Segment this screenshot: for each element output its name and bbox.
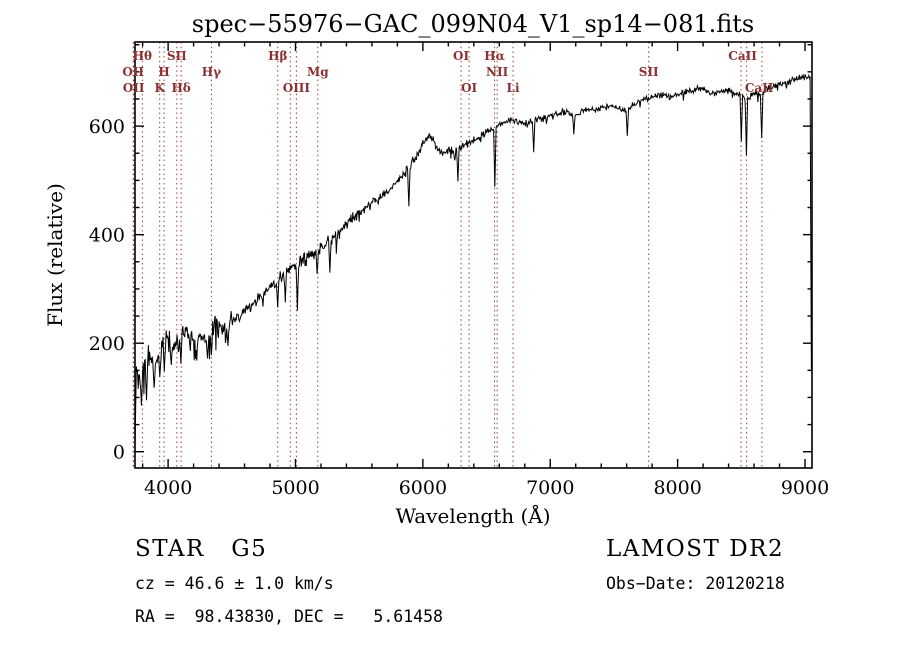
y-tick-label: 600 — [89, 116, 125, 138]
plot-layer: 4000 5000 6000 7000 8000 9000 0 200 400 600 Hθ SII H… — [89, 41, 829, 499]
spectral-line-label: NII — [486, 65, 509, 79]
chart-title: spec−55976−GAC_099N04_V1_sp14−081.fits — [192, 10, 754, 38]
x-tick-label: 9000 — [781, 477, 829, 499]
y-tick-label: 400 — [89, 225, 125, 247]
spectral-line-label: SII — [639, 65, 659, 79]
spectrum-line — [134, 73, 813, 451]
y-tick-label: 0 — [113, 442, 125, 464]
spectral-line-label: Hδ — [171, 81, 190, 95]
x-tick-label: 7000 — [526, 477, 574, 499]
footer-class-label: STAR G5 — [135, 536, 267, 562]
spectral-line-label: OII — [123, 81, 145, 95]
spectral-line-label: Mg — [307, 65, 329, 79]
spectral-line-label: H — [158, 65, 169, 79]
spectral-line-label: OII — [122, 65, 144, 79]
spectral-line-label: K — [154, 81, 165, 95]
spectral-line-label: Hγ — [202, 65, 221, 79]
spectral-line-label: Hβ — [268, 49, 287, 63]
plot-frame — [134, 41, 813, 469]
spectral-line-label: Li — [507, 81, 520, 95]
footer-coordinates: RA = 98.43830, DEC = 5.61458 — [135, 607, 443, 626]
spectral-line-label: SII — [167, 49, 187, 63]
spectral-line-label: OIII — [283, 81, 311, 95]
footer-obs-date: Obs−Date: 20120218 — [606, 574, 785, 593]
x-tick-label: 8000 — [653, 477, 701, 499]
x-tick-label: 5000 — [271, 477, 319, 499]
spectral-line-label: Hθ — [133, 49, 152, 63]
footer-cz-value: cz = 46.6 ± 1.0 km/s — [135, 574, 334, 593]
spectral-line-label: OI — [453, 49, 469, 63]
spectral-line-label: CaII — [728, 49, 757, 63]
x-tick-label: 4000 — [144, 477, 192, 499]
spectral-line-label: CaII — [745, 81, 774, 95]
y-tick-label: 200 — [89, 333, 125, 355]
x-tick-label: 6000 — [399, 477, 447, 499]
y-axis-label: Flux (relative) — [43, 183, 67, 327]
footer-survey-label: LAMOST DR2 — [606, 536, 784, 562]
spectral-line-label: OI — [461, 81, 477, 95]
spectral-line-label: Hα — [484, 49, 505, 63]
x-axis-label: Wavelength (Å) — [395, 503, 550, 528]
